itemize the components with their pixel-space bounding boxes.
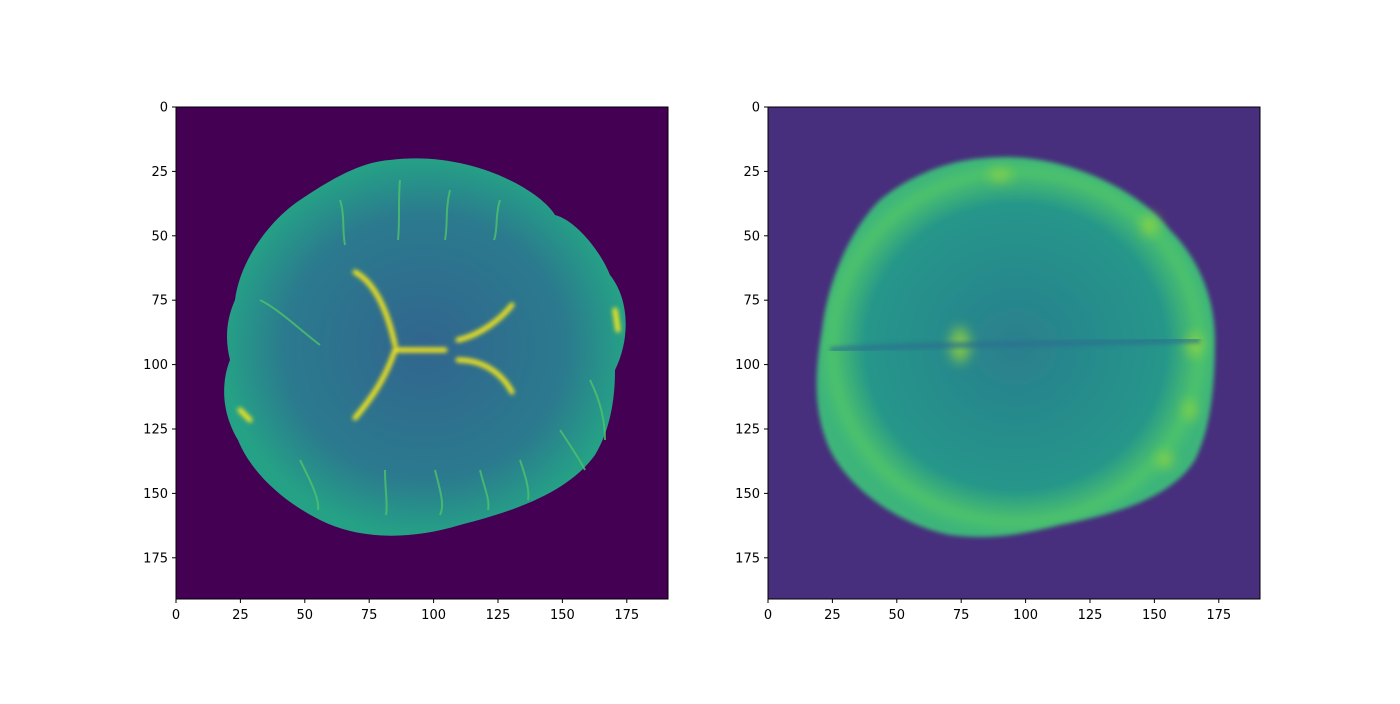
left-axes: 0 25 50 75 100 125 150 175 0 25 50 75 100 125 150 175 (143, 101, 639, 624)
left-x-tick-label: 100 (421, 608, 446, 623)
right-x-tick-label: 50 (889, 608, 906, 623)
right-x-tick-label: 75 (953, 608, 970, 623)
right-y-tick-label: 100 (735, 358, 760, 373)
right-x-tick-label: 25 (824, 608, 841, 623)
left-x-tick-label: 75 (361, 608, 378, 623)
right-y-tick-label: 75 (743, 294, 760, 309)
right-y-tick-label: 125 (735, 422, 760, 437)
right-x-tick-label: 150 (1142, 608, 1167, 623)
left-x-tick-label: 0 (172, 608, 180, 623)
right-heatmap-panel: 0 25 50 75 100 125 150 175 0 25 50 75 100 125 150 175 (735, 101, 1261, 624)
left-y-tick-label: 75 (151, 294, 168, 309)
left-x-tick-label: 50 (297, 608, 314, 623)
left-x-tick-label: 150 (550, 608, 575, 623)
right-y-tick-label: 0 (752, 101, 760, 116)
left-brain-slice (224, 158, 626, 536)
left-y-tick-label: 175 (143, 551, 168, 566)
left-x-tick-label: 175 (614, 608, 639, 623)
left-x-tick-label: 25 (232, 608, 249, 623)
right-y-tick-label: 175 (735, 551, 760, 566)
right-x-tick-label: 0 (764, 608, 772, 623)
left-heatmap-panel: 0 25 50 75 100 125 150 175 0 25 50 75 100 125 150 175 (143, 101, 669, 624)
left-y-tick-label: 150 (143, 487, 168, 502)
right-y-tick-label: 25 (743, 165, 760, 180)
left-y-tick-label: 50 (151, 229, 168, 244)
right-x-tick-label: 100 (1013, 608, 1038, 623)
left-y-tick-label: 25 (151, 165, 168, 180)
left-y-tick-label: 0 (160, 101, 168, 116)
left-x-tick-label: 125 (486, 608, 511, 623)
right-y-tick-label: 150 (735, 487, 760, 502)
right-axes: 0 25 50 75 100 125 150 175 0 25 50 75 100 125 150 175 (735, 101, 1231, 624)
left-y-tick-label: 100 (143, 358, 168, 373)
right-y-tick-label: 50 (743, 229, 760, 244)
right-x-tick-label: 175 (1206, 608, 1231, 623)
right-dark-midline (829, 337, 1201, 353)
left-y-tick-label: 125 (143, 422, 168, 437)
left-bright-structures (237, 269, 621, 423)
right-x-tick-label: 125 (1078, 608, 1103, 623)
